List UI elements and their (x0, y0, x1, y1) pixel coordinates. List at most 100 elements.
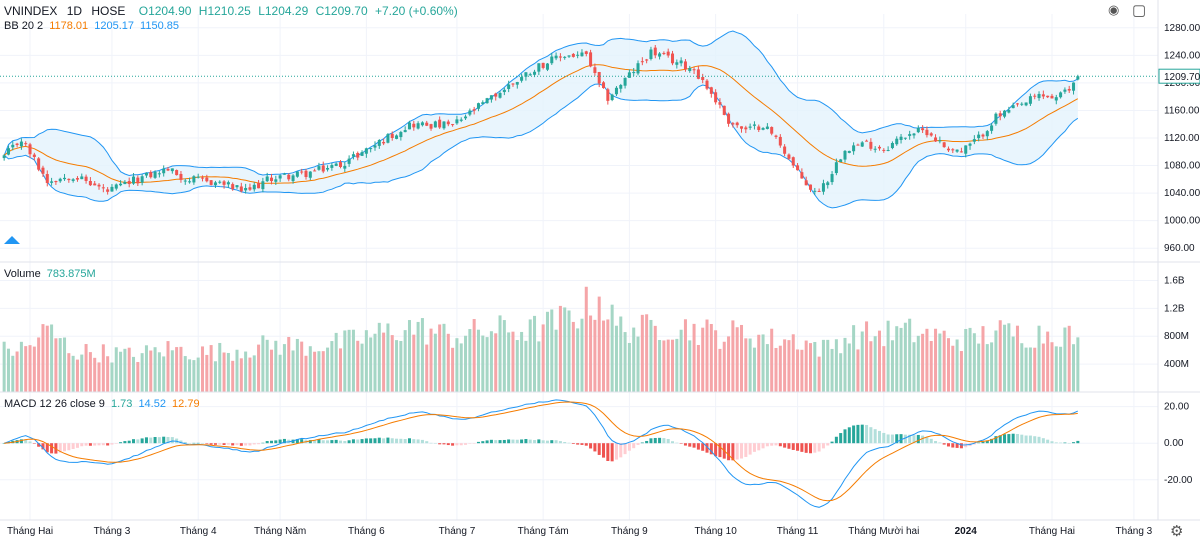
macd-hist-bar (834, 436, 838, 444)
macd-hist-bar (675, 442, 679, 444)
volume-bar (813, 341, 817, 392)
candle-body (580, 52, 584, 57)
settings-gear-icon[interactable]: ⚙ (1170, 523, 1184, 540)
candle-body (640, 61, 644, 63)
volume-tick-label: 1.6B (1164, 275, 1185, 286)
candle-body (213, 182, 217, 186)
macd-hist-bar (942, 443, 946, 445)
volume-bar (140, 353, 144, 392)
candle-body (291, 175, 295, 182)
volume-bar (877, 330, 882, 392)
volume-bar (2, 341, 6, 392)
bb-legend[interactable]: BB 20 2 1178.01 1205.17 1150.85 (4, 20, 179, 32)
candle-body (692, 69, 696, 71)
candle-body (41, 167, 45, 174)
macd-hist-bar (688, 443, 692, 447)
candle-body (722, 105, 726, 115)
macd-hist-bar (313, 440, 317, 444)
volume-bar (1037, 325, 1041, 392)
volume-bar (1007, 323, 1011, 392)
candle-body (19, 141, 23, 147)
candle-body (985, 131, 989, 137)
macd-hist-bar (679, 443, 683, 444)
candle-body (438, 119, 442, 128)
candle-body (524, 72, 528, 77)
candle-body (295, 171, 299, 177)
macd-hist-bar (921, 435, 925, 444)
macd-hist-bar (235, 443, 239, 446)
volume-bar (632, 327, 636, 392)
candle-body (326, 168, 330, 170)
macd-hist-bar (830, 441, 834, 444)
volume-bar (6, 348, 10, 392)
camera-icon[interactable]: ◉ (1108, 2, 1120, 17)
candle-body (653, 47, 657, 56)
candle-body (308, 171, 312, 178)
macd-hist-bar (985, 440, 989, 444)
more-options-icon[interactable]: ▢ (1132, 2, 1147, 19)
candle-body (671, 53, 675, 64)
volume-bar (252, 355, 256, 392)
macd-tick-label: 0.00 (1164, 438, 1184, 449)
volume-bar (498, 315, 502, 392)
candle-body (576, 54, 580, 56)
macd-hist-bar (429, 442, 433, 444)
macd-hist-bar (584, 443, 588, 446)
candle-body (946, 148, 950, 151)
macd-hist-bar (714, 443, 718, 457)
volume-bar (162, 356, 166, 392)
candle-body (964, 145, 968, 154)
macd-hist-bar (295, 439, 299, 444)
macd-hist-bar (912, 435, 916, 444)
macd-hist-bar (140, 438, 144, 444)
volume-bar (545, 311, 549, 392)
candle-body (852, 145, 856, 152)
candle-body (6, 148, 10, 155)
macd-legend[interactable]: MACD 12 26 close 9 1.73 14.52 12.79 (4, 398, 200, 410)
bb-fill (4, 31, 1078, 208)
volume-bar (93, 357, 97, 392)
candle-body (257, 183, 261, 189)
volume-bar (916, 335, 920, 392)
macd-hist-bar (515, 439, 519, 444)
candle-body (459, 119, 463, 121)
volume-bar (1003, 324, 1007, 392)
volume-bar (739, 324, 744, 392)
volume-bar (1067, 325, 1071, 392)
volume-bar (563, 307, 567, 392)
candle-body (429, 124, 433, 129)
macd-hist-bar (645, 440, 649, 444)
volume-bar (231, 360, 235, 392)
macd-hist-bar (252, 443, 256, 445)
candle-body (338, 162, 343, 167)
candle-body (170, 168, 174, 172)
low-value: L1204.29 (258, 4, 309, 18)
candle-body (101, 187, 105, 189)
candle-body (11, 144, 15, 148)
macd-hist-bar (938, 442, 942, 444)
volume-bar (356, 340, 360, 392)
macd-hist-bar (37, 443, 41, 447)
candle-body (166, 168, 170, 171)
volume-bar (554, 329, 558, 392)
candle-body (106, 189, 110, 192)
candle-body (1041, 94, 1045, 97)
volume-bar (438, 324, 442, 392)
exchange: HOSE (91, 4, 126, 18)
macd-hist-bar (32, 443, 36, 444)
macd-hist-bar (239, 443, 243, 446)
candle-body (994, 113, 998, 124)
time-tick-label: Tháng 9 (611, 526, 648, 537)
bb-lower-value: 1150.85 (140, 20, 179, 32)
interval[interactable]: 1D (66, 4, 83, 18)
macd-hist-bar (998, 435, 1002, 444)
macd-hist-bar (58, 443, 62, 453)
macd-hist-bar (856, 424, 860, 444)
candle-body (1067, 89, 1071, 91)
candle-body (537, 63, 541, 72)
macd-hist-bar (865, 424, 869, 444)
volume-legend[interactable]: Volume 783.875M (4, 268, 96, 280)
volume-bar (343, 330, 347, 392)
symbol-name[interactable]: VNINDEX (4, 4, 58, 18)
